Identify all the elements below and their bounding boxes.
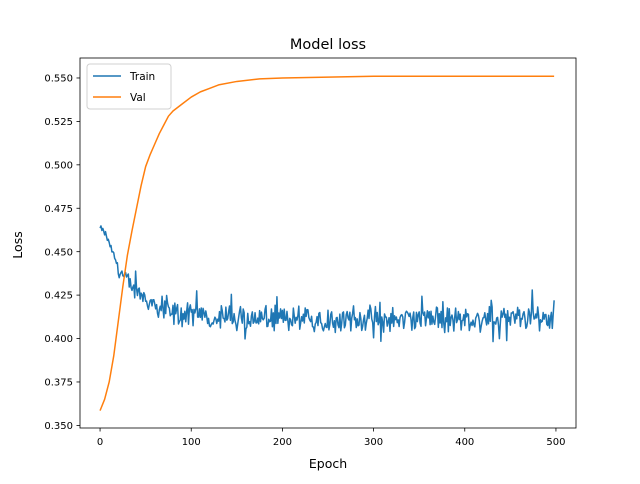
- x-tick-label: 200: [273, 437, 292, 448]
- y-tick-label: 0.425: [44, 291, 73, 302]
- legend-label-train: Train: [129, 71, 155, 83]
- chart-title: Model loss: [290, 37, 366, 53]
- series-line-val: [99, 75, 555, 411]
- x-tick-label: 100: [182, 437, 201, 448]
- y-tick-label: 0.475: [44, 204, 73, 215]
- x-tick-label: 500: [546, 437, 565, 448]
- x-tick-label: 0: [97, 437, 103, 448]
- x-axis-label: Epoch: [309, 456, 347, 471]
- legend: Train Val: [86, 63, 172, 110]
- legend-box: [86, 63, 172, 110]
- y-tick-label: 0.550: [44, 74, 73, 85]
- y-axis-label: Loss: [10, 231, 25, 258]
- x-tick-label: 400: [455, 437, 474, 448]
- legend-label-val: Val: [130, 92, 146, 104]
- plot-area: [99, 75, 555, 411]
- axes-frame: [79, 57, 577, 429]
- axes: 0 100 200 300 400 500 0.350 0.375 0.400 0.425 0.45…: [44, 57, 577, 448]
- y-tick-label: 0.500: [44, 160, 73, 171]
- series-line-train: [99, 225, 555, 343]
- y-tick-label: 0.450: [44, 247, 73, 258]
- y-tick-label: 0.375: [44, 378, 73, 389]
- y-tick-label: 0.400: [44, 334, 73, 345]
- y-tick-label: 0.525: [44, 117, 73, 128]
- x-tick-label: 300: [364, 437, 383, 448]
- y-tick-label: 0.350: [44, 421, 73, 432]
